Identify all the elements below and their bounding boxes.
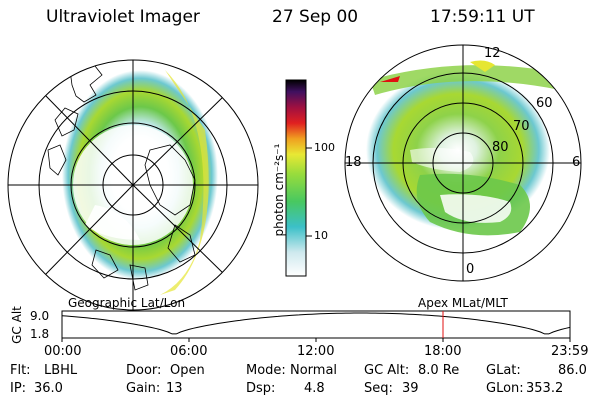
colorbar-label-10: 10: [314, 229, 328, 242]
mlat-label-80: 80: [492, 140, 509, 155]
mlat-label-70: 70: [513, 119, 530, 134]
altitude-xtick-0000: 00:00: [44, 344, 82, 359]
altitude-xtick-2359: 23:59: [551, 344, 589, 359]
time-label: 17:59:11 UT: [430, 7, 535, 27]
param-label-seq: Seq:: [364, 381, 393, 396]
colorbar: [285, 79, 312, 277]
colorbar-label-100: 100: [314, 141, 335, 154]
param-value-mode: Normal: [290, 363, 338, 378]
param-value-gcalt: 8.0 Re: [418, 363, 460, 378]
right-panel-caption: Apex MLat/MLT: [418, 296, 508, 310]
param-label-mode: Mode:: [246, 363, 286, 378]
param-value-dsp: 4.8: [304, 381, 325, 396]
altitude-xtick-1200: 12:00: [297, 344, 335, 359]
date-label: 27 Sep 00: [272, 7, 359, 27]
param-label-gain: Gain:: [126, 381, 161, 396]
dayside-hotspot: [380, 76, 400, 82]
mlt-label-dusk: 18: [345, 155, 362, 170]
param-value-flt: LBHL: [44, 363, 78, 378]
param-label-glat: GLat:: [486, 363, 521, 378]
altitude-plot: [61, 310, 571, 342]
param-value-glon: 353.2: [526, 381, 564, 396]
altitude-ytick-low: 1.8: [30, 327, 50, 341]
param-label-dsp: Dsp:: [246, 381, 276, 396]
colorbar-axis-label: photon cm⁻²s⁻¹: [272, 143, 286, 237]
mlt-label-dawn: 6: [572, 155, 581, 170]
param-label-ip: IP:: [10, 381, 27, 396]
altitude-ylabel: GC Alt: [10, 306, 24, 344]
param-value-seq: 39: [402, 381, 419, 396]
altitude-curve: [61, 312, 571, 335]
param-label-door: Door:: [126, 363, 162, 378]
colorbar-gradient: [285, 79, 307, 277]
param-label-glon: GLon:: [486, 381, 524, 396]
right-panel-border: [344, 44, 582, 282]
coastlines: [47, 61, 196, 291]
dayside-yellow: [470, 60, 495, 72]
param-value-glat: 86.0: [558, 363, 587, 378]
param-value-ip: 36.0: [34, 381, 63, 396]
aurora-bright-band: [160, 70, 209, 295]
instrument-title: Ultraviolet Imager: [46, 7, 200, 27]
altitude-xtick-1800: 18:00: [424, 344, 462, 359]
mlt-label-noon: 12: [484, 46, 501, 61]
altitude-plot-frame: [61, 310, 571, 339]
param-label-flt: Flt:: [10, 363, 31, 378]
altitude-xtick-0600: 06:00: [170, 344, 208, 359]
apex-polar-map: [345, 45, 581, 281]
mlt-lines: [345, 45, 581, 281]
altitude-ytick-high: 9.0: [30, 309, 50, 323]
mlt-label-midnight: 0: [466, 262, 475, 277]
param-label-gcalt: GC Alt:: [364, 363, 410, 378]
param-value-gain: 13: [166, 381, 183, 396]
dayside-arc: [370, 65, 560, 95]
meridians: [8, 60, 258, 310]
mlat-label-60: 60: [536, 96, 553, 111]
left-panel-border: [7, 59, 259, 311]
param-value-door: Open: [170, 363, 205, 378]
left-panel-caption: Geographic Lat/Lon: [68, 296, 186, 310]
geographic-map: [8, 60, 258, 310]
